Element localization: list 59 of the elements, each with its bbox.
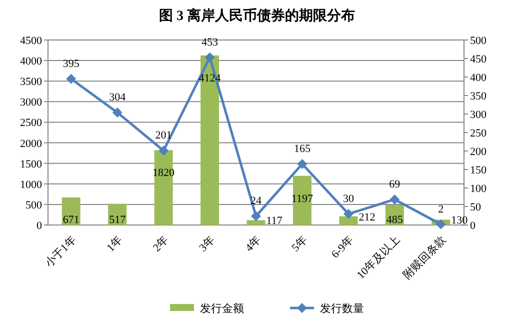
point	[112, 108, 122, 118]
x-tick-label: 5年	[290, 234, 310, 254]
data-label: 69	[389, 178, 401, 190]
data-label: 212	[358, 211, 376, 224]
point	[297, 158, 308, 169]
x-tick-label: 小于1年	[42, 233, 79, 270]
chart-title: 图 3 离岸人民币债券的期限分布	[159, 7, 355, 24]
data-label: 117	[266, 215, 283, 228]
y-tick-label: 2500	[20, 117, 42, 130]
y2-tick-label: 300	[470, 109, 487, 121]
x-tick-label: 6-9年	[329, 234, 356, 261]
data-label: 2	[438, 203, 444, 216]
y2-tick-label: 50	[470, 202, 482, 214]
y-tick-label: 500	[26, 199, 42, 212]
y2-tick-label: 350	[470, 90, 487, 102]
data-label: 453	[202, 36, 219, 48]
y2-tick-label: 400	[470, 72, 487, 84]
y-tick-label: 3000	[20, 96, 42, 109]
point	[251, 211, 261, 222]
y2-tick-label: 250	[470, 128, 487, 140]
y-tick-label: 2000	[20, 138, 42, 150]
y-tick-label: 3500	[20, 76, 42, 88]
x-tick-label: 附赎回条款	[401, 234, 448, 282]
point	[158, 146, 169, 156]
point	[436, 219, 446, 230]
x-tick-label: 3年	[197, 234, 218, 254]
y2-tick-label: 450	[470, 54, 487, 66]
data-label: 671	[62, 214, 80, 226]
y-tick-label: 0	[36, 220, 42, 232]
bar	[200, 55, 220, 225]
y2-tick-label: 200	[470, 146, 487, 158]
x-tick-label: 1年	[104, 234, 125, 254]
point	[204, 52, 215, 62]
bar	[339, 216, 358, 225]
y2-tick-label: 500	[470, 35, 487, 47]
y-tick-label: 4000	[20, 56, 42, 68]
point	[66, 74, 76, 84]
y-tick-label: 4500	[20, 35, 42, 47]
y2-tick-label: 100	[470, 183, 487, 195]
data-label: 130	[451, 214, 468, 227]
y2-tick-label: 150	[470, 164, 487, 176]
data-label: 304	[109, 92, 126, 104]
data-label: 517	[109, 214, 126, 226]
x-tick-label: 4年	[243, 234, 264, 254]
y2-tick-label: 0	[470, 220, 476, 232]
data-label: 165	[294, 142, 311, 155]
data-label: 485	[386, 214, 404, 226]
y-tick-label: 1000	[20, 178, 42, 191]
legend-label: 发行金额	[200, 302, 244, 315]
point	[343, 208, 354, 219]
x-tick-label: 2年	[150, 234, 172, 254]
y-tick-label: 1500	[20, 158, 42, 170]
x-tick-label: 10年及以上	[354, 233, 402, 282]
data-label: 395	[62, 58, 80, 70]
data-label: 30	[342, 192, 354, 205]
data-label: 4124	[198, 72, 222, 84]
point	[390, 194, 400, 204]
bar	[246, 220, 266, 225]
legend-label: 发行数量	[320, 303, 364, 315]
